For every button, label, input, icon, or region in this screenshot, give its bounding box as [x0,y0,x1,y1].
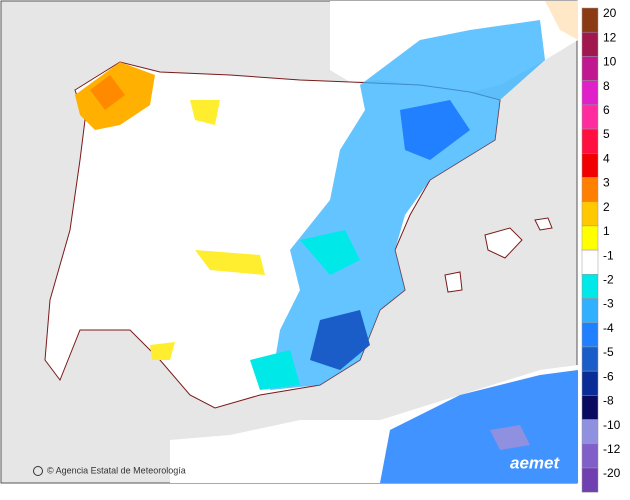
island [484,227,523,259]
credit-icon [33,466,43,476]
legend-label: 5 [603,127,610,141]
legend-swatch [581,225,599,251]
legend-swatch [581,31,599,57]
logo-text: aemet [510,453,560,472]
legend-label: -8 [603,394,614,408]
anomaly-patch [270,20,545,390]
legend-label: 12 [603,30,617,44]
anomaly-patch [300,230,360,275]
credit-text: © Agencia Estatal de Meteorología [47,465,186,475]
legend-label: 6 [603,103,610,117]
legend-swatch [581,443,599,469]
island [534,217,553,231]
legend-swatch [581,153,599,178]
legend-label: -1 [603,248,614,262]
legend-swatch [581,7,599,33]
anomaly-patch [150,342,175,360]
legend-label: -3 [603,297,614,311]
legend-swatch [581,177,599,202]
legend-label: -20 [603,466,621,480]
legend-swatch [581,322,599,348]
anomaly-patch [190,100,220,125]
anomaly-patch [195,250,265,275]
legend-label: -4 [603,321,614,335]
legend-label: -2 [603,272,614,286]
legend-swatch [581,104,599,130]
legend-swatch [581,56,599,81]
anomaly-patch [380,370,578,483]
anomaly-patch [310,310,370,370]
legend-label: 20 [603,6,617,20]
anomaly-patch [250,350,300,390]
legend-label: -12 [603,442,621,456]
legend-swatch [581,370,599,396]
legend-swatch [581,419,599,445]
legend-swatch [581,201,599,227]
island [444,271,463,293]
legend-swatch [581,249,599,275]
anomaly-patch [400,100,470,160]
legend-swatch [581,298,599,323]
legend-label: 10 [603,55,617,69]
land-shade [545,1,578,40]
legend-label: -5 [603,345,614,359]
legend-label: 3 [603,176,610,190]
legend-swatch [581,346,599,372]
legend-swatch [581,80,599,106]
legend-label: -10 [603,418,621,432]
legend-label: 1 [603,224,610,238]
legend-swatch [581,467,599,493]
anomaly-patch [90,75,125,110]
legend-swatch [581,128,599,154]
legend: 20 12 10 8 6 5 4 3 2 1 -1 -2 -3 -4 -5 -6 -8 -10 -12 -20 [581,6,621,493]
legend-label: 2 [603,200,610,214]
legend-label: -6 [603,369,614,383]
anomaly-patch [490,425,530,450]
map-area: © Agencia Estatal de Meteorología aemet [0,0,578,484]
legend-swatch [581,395,599,420]
legend-swatch [581,274,599,299]
legend-label: 4 [603,151,610,165]
legend-label: 8 [603,79,610,93]
